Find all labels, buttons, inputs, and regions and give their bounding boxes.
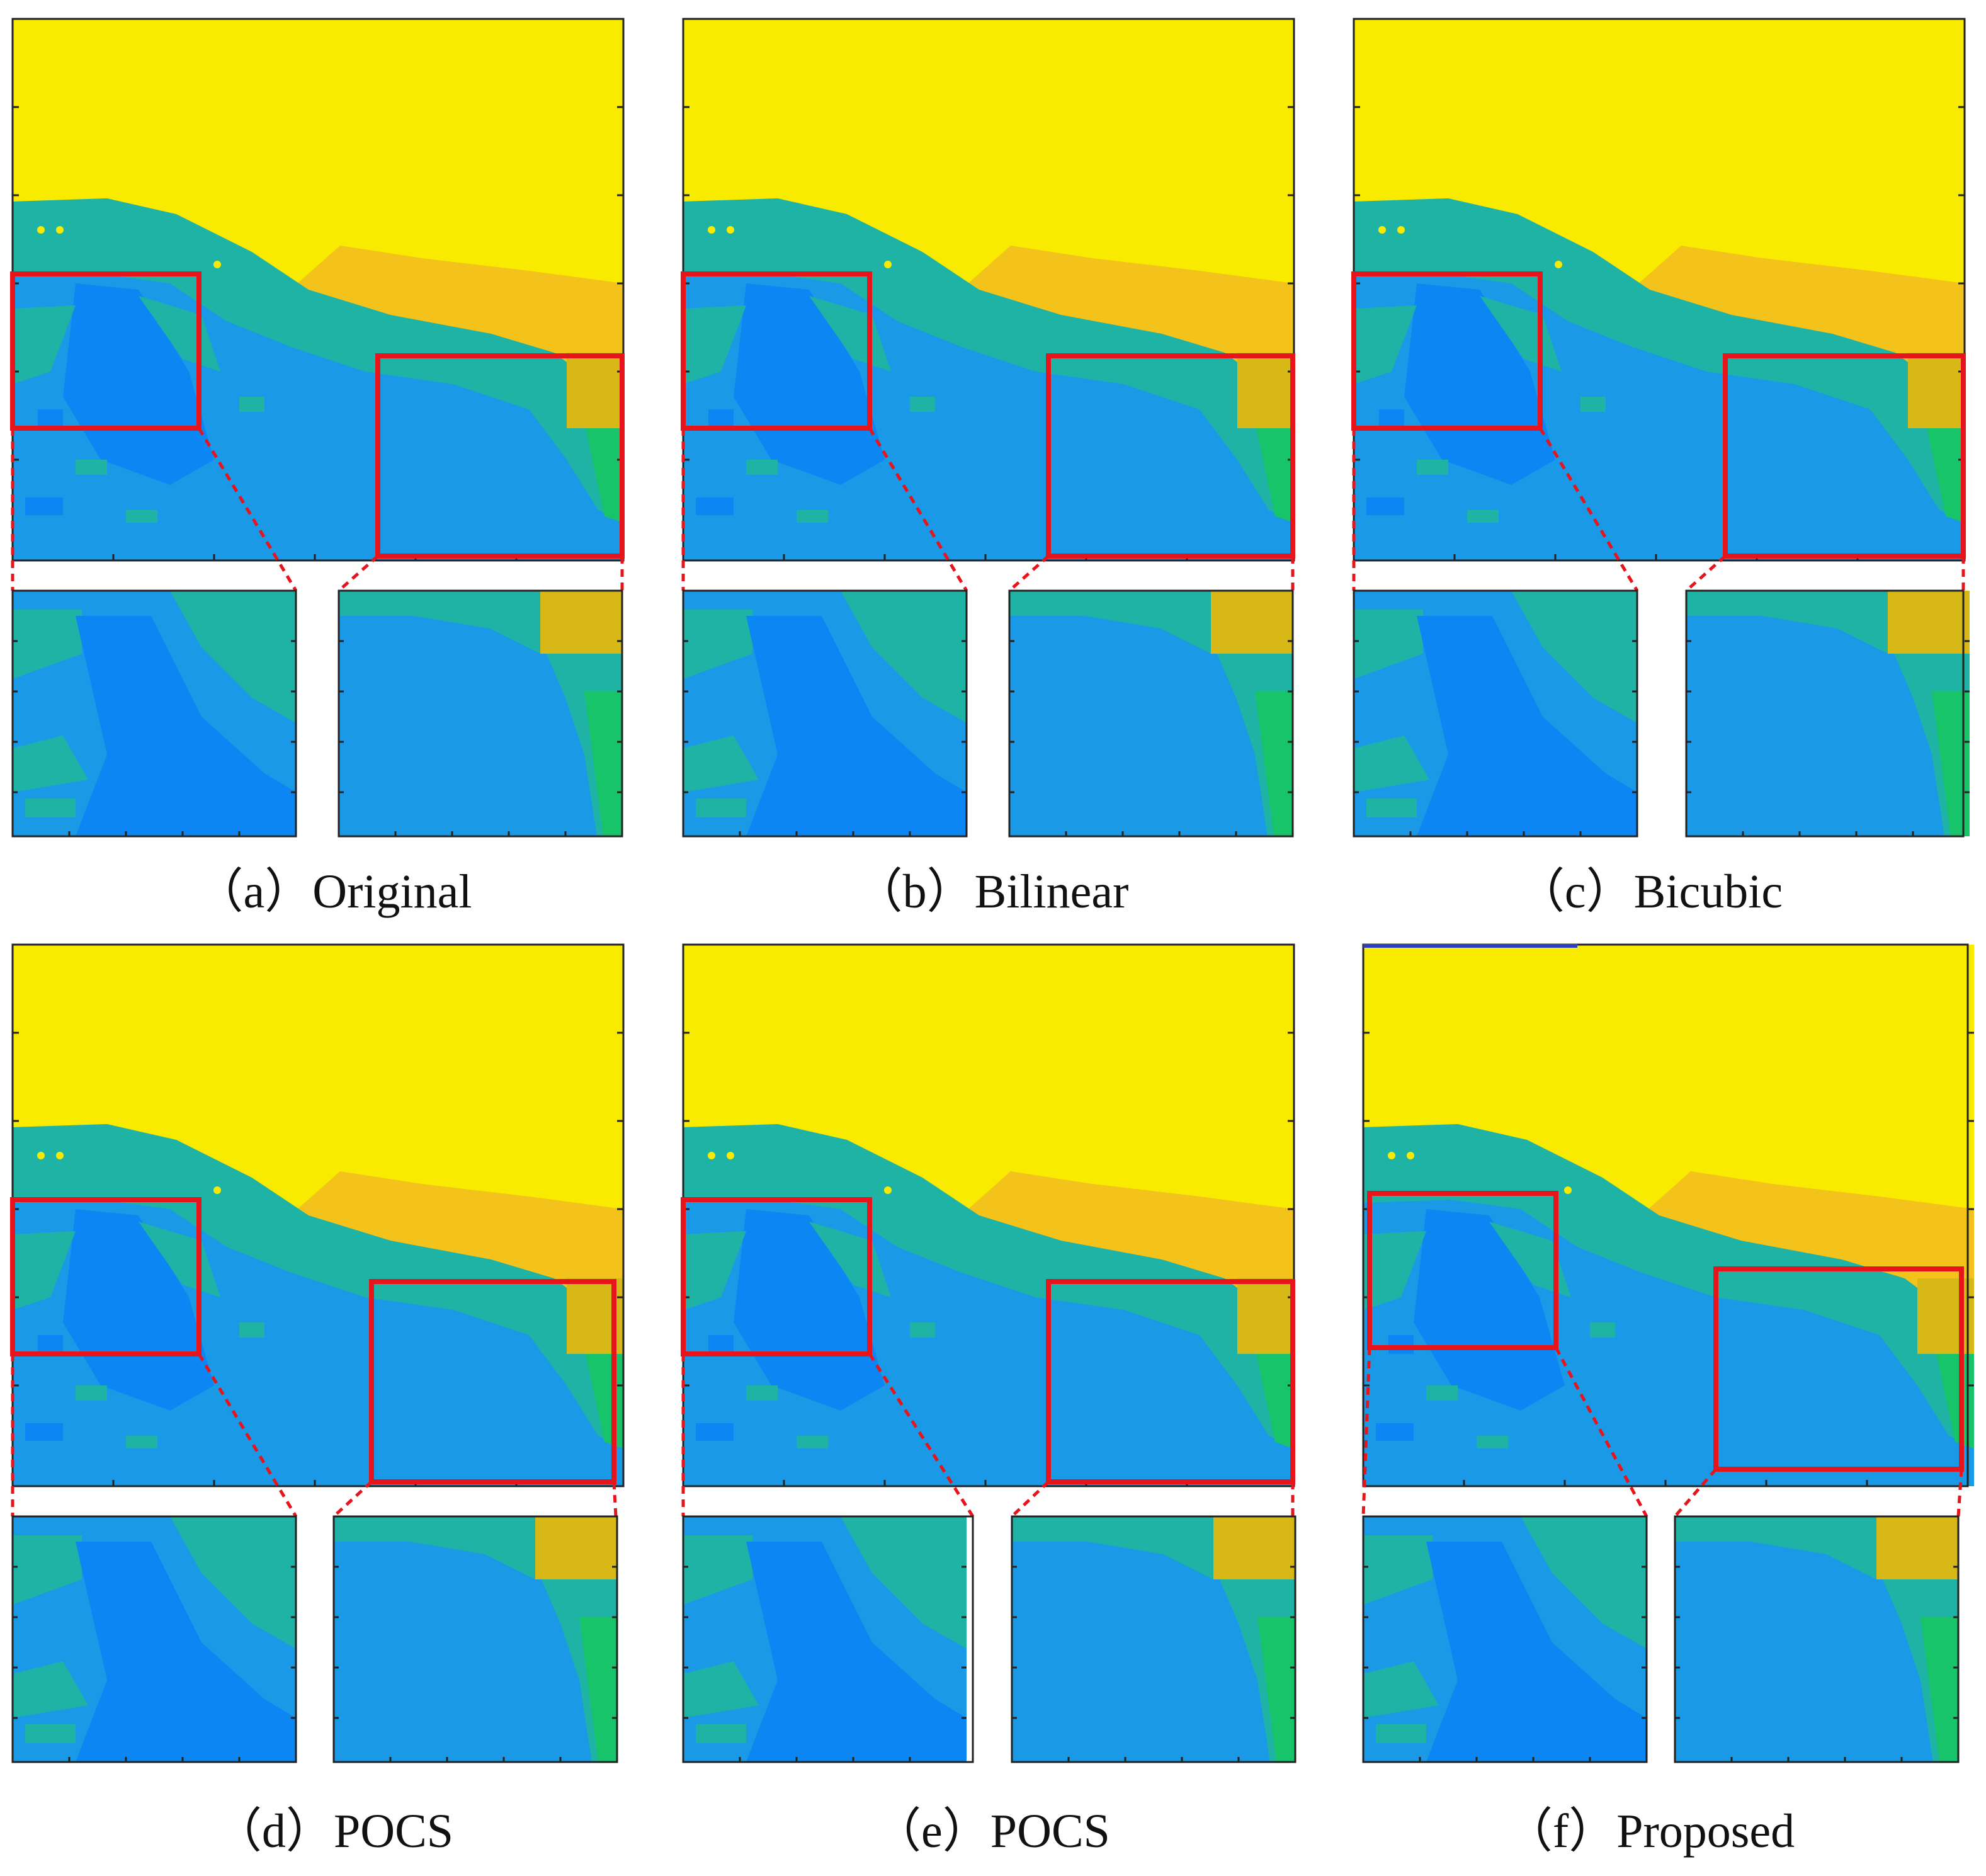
panel-a-image	[13, 19, 623, 560]
panel-b-roi-right	[1046, 353, 1295, 559]
panel-f-zoom-left	[1362, 1515, 1648, 1763]
panel-c	[1351, 18, 1971, 838]
caption-d-label: （d）	[213, 1805, 334, 1858]
caption-a: （a）Original	[0, 868, 667, 916]
panel-d-roi-left	[10, 1197, 201, 1356]
caption-e: （e）POCS	[658, 1807, 1325, 1855]
panel-c-image	[1354, 19, 1965, 560]
panel-e-zoom-right	[1011, 1515, 1297, 1763]
panel-a-zoom-right	[338, 589, 623, 838]
panel-c-zoom-right	[1685, 589, 1971, 838]
panel-f-roi-left	[1367, 1191, 1558, 1350]
panel-d	[10, 943, 625, 1763]
caption-c-label: （c）	[1516, 865, 1634, 918]
panel-e-zoom-left	[682, 1515, 974, 1763]
panel-f-image	[1363, 945, 1974, 1486]
panel-d-image	[13, 945, 623, 1486]
caption-e-title: POCS	[990, 1805, 1110, 1858]
panel-d-zoom-right	[332, 1515, 618, 1763]
panel-d-roi-right	[369, 1279, 616, 1484]
panel-e-roi-right	[1046, 1279, 1295, 1484]
panel-c-roi-right	[1723, 353, 1966, 559]
panel-b-zoom-right	[1008, 589, 1294, 838]
panel-b-zoom-left	[682, 589, 968, 838]
panel-a	[10, 18, 625, 838]
caption-b: （b）Bilinear	[658, 868, 1325, 916]
caption-c-title: Bicubic	[1633, 865, 1783, 918]
panel-e-roi-left	[681, 1197, 872, 1356]
panel-b-roi-left	[681, 271, 872, 431]
caption-b-label: （b）	[854, 865, 975, 918]
panel-f	[1361, 943, 1975, 1763]
panel-f-roi-right	[1713, 1266, 1964, 1472]
caption-f-label: （f）	[1504, 1805, 1617, 1858]
panel-f-zoom-right	[1674, 1515, 1960, 1763]
caption-a-title: Original	[312, 865, 472, 918]
panel-a-roi-right	[375, 353, 625, 559]
panel-b-image	[683, 19, 1294, 560]
caption-a-label: （a）	[195, 865, 313, 918]
caption-f-title: Proposed	[1616, 1805, 1795, 1858]
panel-c-roi-left	[1351, 271, 1543, 431]
caption-f: （f）Proposed	[1316, 1807, 1983, 1855]
caption-d: （d）POCS	[0, 1807, 667, 1855]
panel-c-zoom-left	[1353, 589, 1638, 838]
caption-e-label: （e）	[873, 1805, 990, 1858]
panel-e	[681, 943, 1297, 1763]
panel-a-roi-left	[10, 271, 201, 431]
caption-c: （c）Bicubic	[1316, 868, 1983, 916]
caption-d-title: POCS	[333, 1805, 454, 1858]
caption-b-title: Bilinear	[974, 865, 1129, 918]
panel-d-zoom-left	[11, 1515, 297, 1763]
panel-e-image	[683, 945, 1294, 1486]
panel-b	[681, 18, 1295, 838]
panel-a-zoom-left	[11, 589, 297, 838]
